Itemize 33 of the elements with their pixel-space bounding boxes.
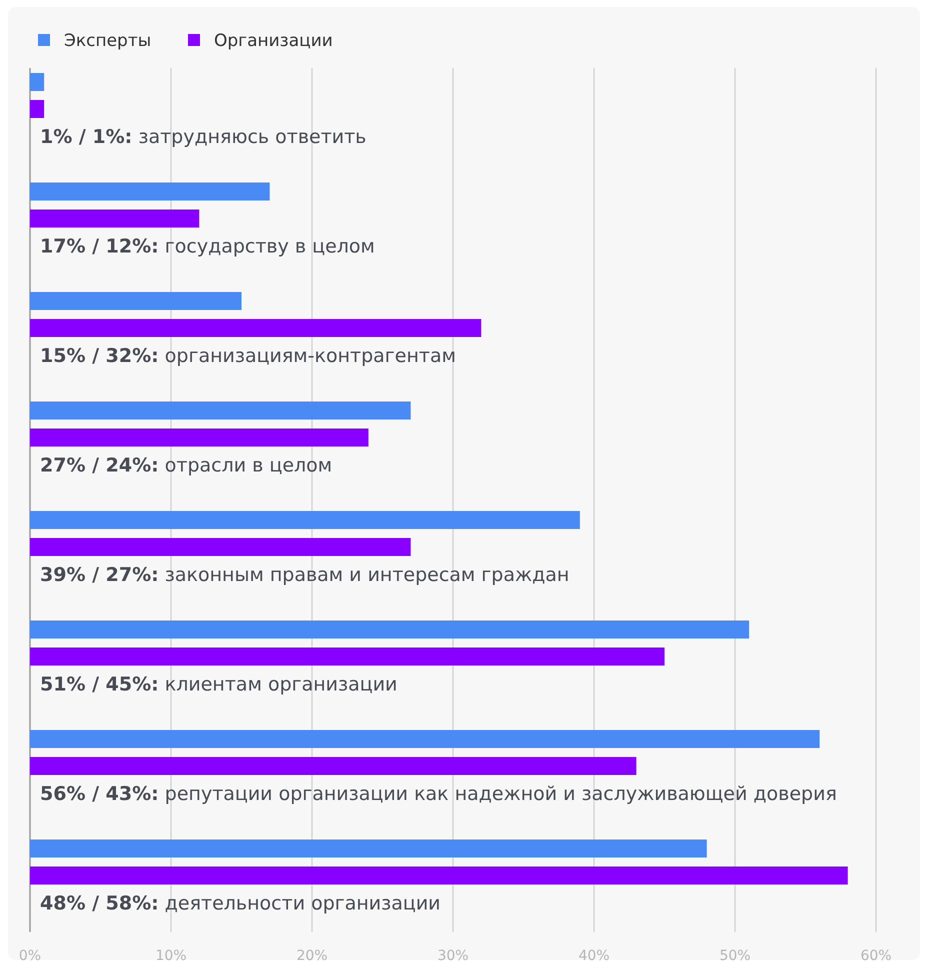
bar (30, 648, 664, 666)
bar (30, 100, 44, 118)
bar (30, 402, 411, 420)
x-tick-label: 60% (860, 948, 892, 962)
x-tick-label: 40% (578, 948, 610, 962)
bar (30, 73, 44, 91)
y-tick-label: 39% / 27%: законным правам и интересам граждан (40, 564, 570, 586)
y-tick-label: 27% / 24%: отрасли в целом (40, 454, 332, 476)
bar (30, 428, 368, 446)
bar (30, 730, 820, 748)
bar (30, 538, 411, 556)
x-tick-label: 10% (155, 948, 187, 962)
bar (30, 840, 707, 858)
y-tick-label: 56% / 43%: репутации организации как надежной и заслуживающей доверия (40, 783, 837, 805)
legend-label: Организации (214, 31, 333, 51)
y-tick-label: 17% / 12%: государству в целом (40, 236, 375, 258)
bar (30, 866, 848, 884)
y-tick-label: 48% / 58%: деятельности организации (40, 892, 441, 914)
x-tick-label: 0% (18, 948, 42, 962)
y-tick-label: 51% / 45%: клиентам организации (40, 674, 398, 696)
x-tick-label: 20% (296, 948, 328, 962)
y-tick-label: 15% / 32%: организациям-контрагентам (40, 345, 456, 367)
legend-label: Эксперты (64, 31, 152, 51)
bar (30, 620, 750, 638)
x-tick-label: 50% (719, 948, 751, 962)
bar (30, 511, 580, 529)
bar (30, 319, 482, 337)
bar (30, 757, 636, 775)
y-tick-label: 1% / 1%: затрудняюсь ответить (40, 126, 366, 148)
bar (30, 292, 242, 310)
bar (30, 182, 270, 200)
bar (30, 210, 200, 228)
x-tick-label: 30% (437, 948, 469, 962)
